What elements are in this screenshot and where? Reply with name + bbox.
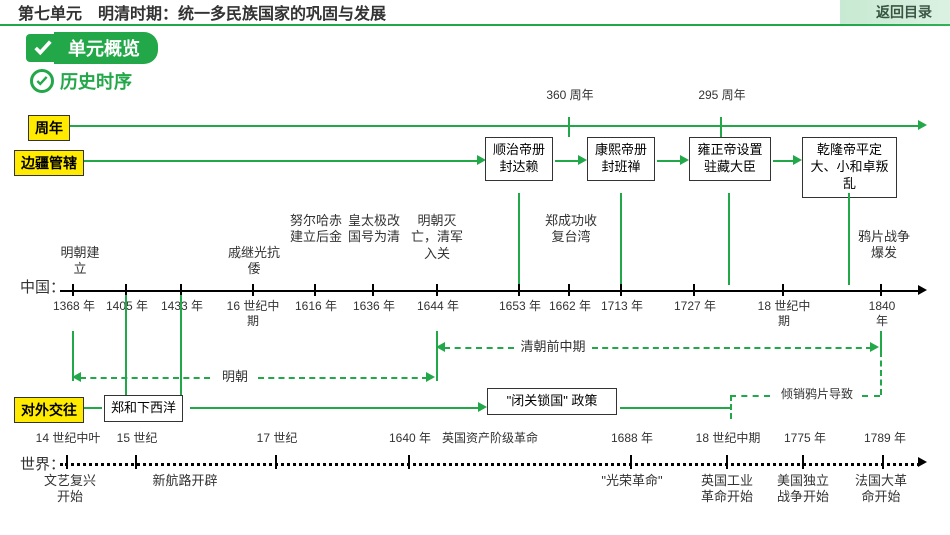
ev-glory: "光荣革命" bbox=[600, 473, 664, 489]
anniv-295: 295 周年 bbox=[697, 88, 747, 103]
box-qianlong: 乾隆帝平定大、小和卓叛乱 bbox=[802, 137, 897, 198]
world-axis-arrow bbox=[918, 457, 927, 467]
check-circle-icon bbox=[30, 69, 54, 93]
ev-route: 新航路开辟 bbox=[150, 473, 220, 489]
ev-zheng: 郑成功收复台湾 bbox=[545, 213, 597, 246]
check-icon bbox=[26, 34, 60, 62]
ev-eng: 英国资产阶级革命 bbox=[430, 431, 550, 446]
foreign-tag: 对外交往 bbox=[14, 397, 84, 423]
ev-renai: 文艺复兴开始 bbox=[42, 473, 98, 506]
ev-opium: 鸦片战争爆发 bbox=[858, 229, 910, 262]
box-kangxi: 康熙帝册封班禅 bbox=[587, 137, 655, 181]
timeline-diagram: 周年 360 周年 295 周年 边疆管辖 顺治帝册封达赖 康熙帝册封班禅 雍正… bbox=[0, 95, 950, 535]
ev-qi: 戚继光抗倭 bbox=[228, 245, 280, 278]
box-zhenghe: 郑和下西洋 bbox=[104, 395, 183, 422]
ev-nur: 努尔哈赤建立后金 bbox=[290, 213, 342, 246]
world-label: 世界： bbox=[20, 453, 65, 474]
unit-title: 第七单元 明清时期：统一多民族国家的巩固与发展 bbox=[18, 0, 386, 24]
world-axis bbox=[60, 463, 920, 466]
anniv-tag: 周年 bbox=[28, 115, 70, 141]
border-tag: 边疆管辖 bbox=[14, 150, 84, 176]
ev-mingwang: 明朝灭亡，清军入关 bbox=[405, 213, 469, 262]
box-yongzheng: 雍正帝设置驻藏大臣 bbox=[689, 137, 771, 181]
overview-badge: 单元概览 bbox=[26, 32, 158, 64]
ev-dump: 倾销鸦片导致 bbox=[772, 387, 862, 402]
anniv-arrow bbox=[918, 120, 927, 130]
anniv-360: 360 周年 bbox=[545, 88, 595, 103]
sequence-badge: 历史时序 bbox=[30, 68, 950, 94]
box-shunzhi: 顺治帝册封达赖 bbox=[485, 137, 553, 181]
china-label: 中国： bbox=[20, 276, 65, 297]
ev-ming: 明朝建立 bbox=[60, 245, 100, 278]
ev-huang: 皇太极改国号为清 bbox=[348, 213, 400, 246]
ev-us: 美国独立战争开始 bbox=[772, 473, 834, 506]
anniv-line bbox=[70, 125, 920, 127]
ev-ind: 英国工业革命开始 bbox=[696, 473, 758, 506]
china-axis bbox=[60, 290, 920, 292]
period-qing: 清朝前中期 bbox=[518, 339, 588, 355]
ev-fr: 法国大革命开始 bbox=[850, 473, 912, 506]
box-biguan: "闭关锁国" 政策 bbox=[487, 388, 617, 415]
period-ming: 明朝 bbox=[215, 369, 255, 385]
china-axis-arrow bbox=[918, 285, 927, 295]
